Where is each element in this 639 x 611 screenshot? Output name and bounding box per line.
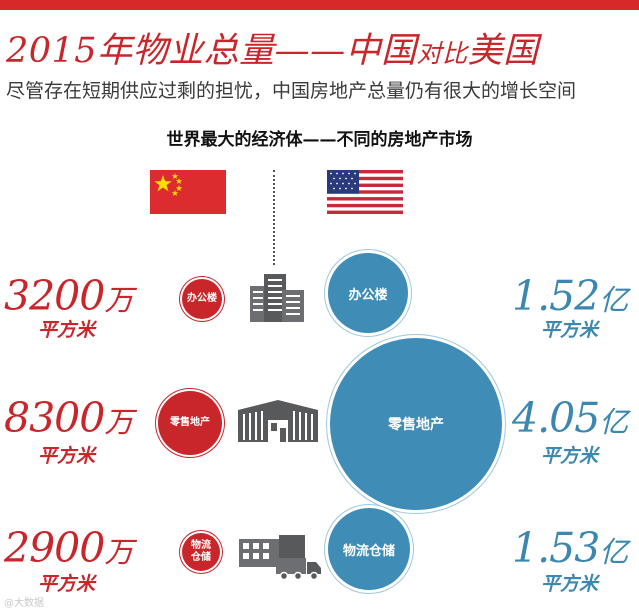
china-office-badge: 办公楼 bbox=[182, 279, 222, 319]
china-logistics-badge: 物流 仓储 bbox=[182, 533, 220, 571]
china-logistics-unit: 平方米 bbox=[38, 573, 96, 595]
usa-logistics-unit: 平方米 bbox=[541, 573, 599, 595]
usa-office-bubble: 办公楼 bbox=[325, 250, 411, 336]
top-accent-bar bbox=[0, 0, 639, 10]
china-flag-icon bbox=[150, 170, 226, 214]
warehouse-icon bbox=[236, 398, 320, 446]
china-retail-unit: 平方米 bbox=[38, 445, 96, 467]
center-divider bbox=[273, 170, 275, 265]
usa-office-unit: 平方米 bbox=[541, 319, 599, 341]
usa-flag-icon bbox=[327, 170, 403, 214]
usa-office-value: 1.52亿 bbox=[512, 272, 628, 320]
section-title: 世界最大的经济体——不同的房地产市场 bbox=[166, 130, 473, 150]
truck-icon bbox=[276, 556, 322, 584]
page-subtitle: 尽管存在短期供应过剩的担忧，中国房地产总量仍有很大的增长空间 bbox=[6, 80, 577, 102]
page-title: 2015年物业总量——中国对比美国 bbox=[6, 31, 539, 71]
usa-logistics-value: 1.53亿 bbox=[512, 524, 628, 572]
china-logistics-value: 2900万 bbox=[4, 524, 133, 572]
china-retail-value: 8300万 bbox=[4, 394, 133, 442]
usa-retail-unit: 平方米 bbox=[541, 445, 599, 467]
office-building-icon bbox=[248, 272, 306, 326]
china-retail-badge: 零售地产 bbox=[158, 391, 222, 455]
usa-logistics-bubble: 物流仓储 bbox=[325, 505, 413, 593]
watermark: @大数据 bbox=[4, 598, 44, 609]
usa-retail-value: 4.05亿 bbox=[512, 394, 628, 442]
china-office-unit: 平方米 bbox=[38, 319, 96, 341]
usa-retail-bubble: 零售地产 bbox=[327, 335, 505, 513]
china-office-value: 3200万 bbox=[4, 272, 133, 320]
